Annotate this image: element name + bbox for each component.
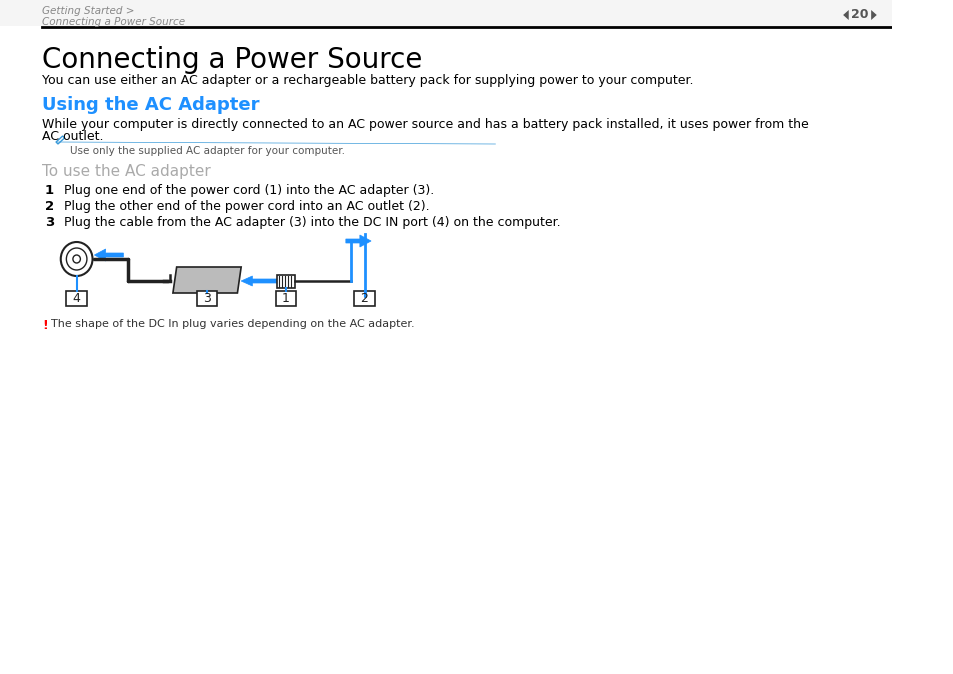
Text: Connecting a Power Source: Connecting a Power Source — [42, 46, 422, 74]
Polygon shape — [842, 10, 848, 20]
Text: 1: 1 — [282, 292, 290, 305]
Polygon shape — [94, 249, 123, 261]
Text: 2: 2 — [45, 200, 54, 213]
Text: Plug the other end of the power cord into an AC outlet (2).: Plug the other end of the power cord int… — [64, 200, 429, 213]
Polygon shape — [241, 276, 276, 286]
Circle shape — [67, 248, 87, 270]
Polygon shape — [870, 10, 876, 20]
Circle shape — [72, 255, 80, 263]
Text: Using the AC Adapter: Using the AC Adapter — [42, 96, 259, 114]
Text: Plug the cable from the AC adapter (3) into the DC IN port (4) on the computer.: Plug the cable from the AC adapter (3) i… — [64, 216, 559, 229]
FancyBboxPatch shape — [0, 0, 891, 26]
Circle shape — [61, 242, 92, 276]
Text: 2: 2 — [360, 292, 368, 305]
Text: Getting Started >: Getting Started > — [42, 6, 134, 16]
FancyBboxPatch shape — [276, 274, 295, 288]
Text: While your computer is directly connected to an AC power source and has a batter: While your computer is directly connecte… — [42, 118, 808, 131]
Text: Connecting a Power Source: Connecting a Power Source — [42, 17, 185, 27]
Text: 3: 3 — [203, 292, 211, 305]
Text: AC outlet.: AC outlet. — [42, 130, 104, 143]
Text: 1: 1 — [45, 184, 54, 197]
Text: 4: 4 — [72, 292, 80, 305]
Polygon shape — [346, 235, 371, 247]
FancyBboxPatch shape — [67, 291, 87, 306]
FancyBboxPatch shape — [275, 291, 296, 306]
Text: You can use either an AC adapter or a rechargeable battery pack for supplying po: You can use either an AC adapter or a re… — [42, 74, 693, 87]
Text: Plug one end of the power cord (1) into the AC adapter (3).: Plug one end of the power cord (1) into … — [64, 184, 434, 197]
Text: To use the AC adapter: To use the AC adapter — [42, 164, 211, 179]
Text: 20: 20 — [850, 9, 868, 22]
FancyBboxPatch shape — [354, 291, 375, 306]
Text: !: ! — [42, 319, 48, 332]
Polygon shape — [172, 267, 241, 293]
Text: The shape of the DC In plug varies depending on the AC adapter.: The shape of the DC In plug varies depen… — [51, 319, 415, 329]
FancyBboxPatch shape — [196, 291, 217, 306]
Text: Use only the supplied AC adapter for your computer.: Use only the supplied AC adapter for you… — [70, 146, 345, 156]
Text: 3: 3 — [45, 216, 54, 229]
